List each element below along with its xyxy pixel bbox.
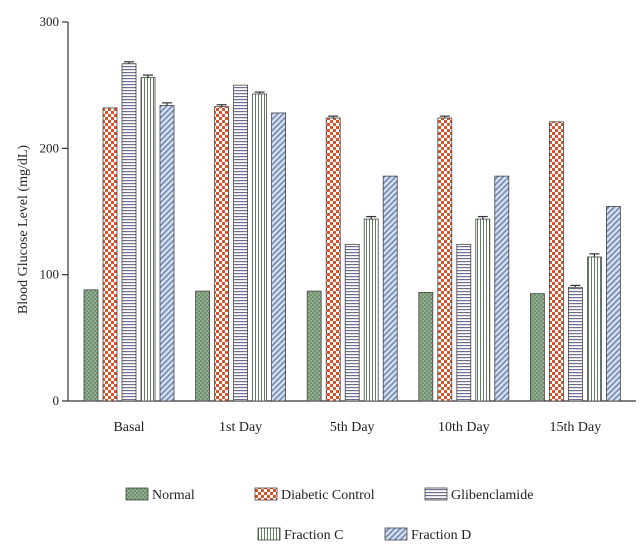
x-tick-label: 1st Day bbox=[219, 420, 262, 435]
bar-normal bbox=[195, 290, 211, 402]
bar-glibenclamide bbox=[568, 286, 583, 402]
legend-item: Normal bbox=[125, 487, 195, 503]
legend-label: Normal bbox=[152, 488, 195, 503]
bar-glibenclamide bbox=[233, 84, 249, 402]
bar-diabetic-control bbox=[437, 117, 453, 402]
y-tick-label: 0 bbox=[53, 393, 60, 408]
legend-swatch bbox=[254, 487, 278, 501]
x-tick-label: Basal bbox=[113, 420, 144, 435]
bar-normal bbox=[418, 291, 434, 402]
bar-normal bbox=[83, 289, 99, 402]
bar-normal bbox=[306, 290, 322, 402]
bar-group bbox=[530, 121, 621, 402]
legend: Normal Diabetic Control Glibenclamide Fract… bbox=[125, 487, 533, 543]
y-axis-title: Blood Glucose Level (mg/dL) bbox=[16, 145, 31, 314]
bar-fraction-d bbox=[382, 175, 398, 402]
bar-normal bbox=[530, 293, 545, 402]
bar-fraction-c bbox=[475, 218, 491, 402]
bar-fraction-d bbox=[159, 104, 175, 402]
legend-swatch bbox=[257, 527, 281, 541]
bar-fraction-d bbox=[271, 112, 287, 402]
bar-group bbox=[418, 115, 510, 402]
legend-swatch bbox=[424, 487, 448, 501]
bar-group bbox=[195, 84, 287, 402]
bar-fraction-d bbox=[494, 175, 510, 402]
bar-group bbox=[306, 115, 398, 402]
legend-swatch bbox=[384, 527, 408, 541]
x-tick-label: 15th Day bbox=[550, 420, 602, 435]
bar-group bbox=[83, 61, 175, 402]
bar-fraction-c bbox=[140, 77, 156, 402]
bars bbox=[83, 61, 621, 402]
labels: 0 100 200 300 Blood Glucose Level (mg/dL) Bas… bbox=[16, 14, 601, 435]
bar-diabetic-control bbox=[214, 106, 230, 402]
legend-swatch bbox=[125, 487, 149, 501]
bar-diabetic-control bbox=[325, 117, 341, 402]
bar-fraction-d bbox=[606, 206, 621, 402]
legend-label: Diabetic Control bbox=[281, 488, 375, 503]
bar-glibenclamide bbox=[121, 63, 137, 402]
bar-diabetic-control bbox=[549, 121, 564, 402]
legend-item: Glibenclamide bbox=[424, 487, 533, 503]
y-tick-label: 200 bbox=[40, 140, 60, 155]
legend-label: Glibenclamide bbox=[451, 488, 533, 503]
x-tick-label: 10th Day bbox=[438, 420, 490, 435]
bar-fraction-c bbox=[587, 256, 602, 402]
legend-label: Fraction D bbox=[411, 528, 471, 543]
y-tick-label: 100 bbox=[40, 267, 60, 282]
legend-item: Diabetic Control bbox=[254, 487, 375, 503]
bar-diabetic-control bbox=[102, 107, 118, 402]
bar-glibenclamide bbox=[344, 243, 360, 402]
legend-item: Fraction C bbox=[257, 527, 344, 543]
bar-fraction-c bbox=[363, 218, 379, 402]
x-tick-label: 5th Day bbox=[330, 420, 375, 435]
legend-label: Fraction C bbox=[284, 528, 344, 543]
bar-fraction-c bbox=[252, 93, 268, 402]
y-tick-label: 300 bbox=[40, 14, 60, 29]
legend-item: Fraction D bbox=[384, 527, 471, 543]
bar-glibenclamide bbox=[456, 243, 472, 402]
